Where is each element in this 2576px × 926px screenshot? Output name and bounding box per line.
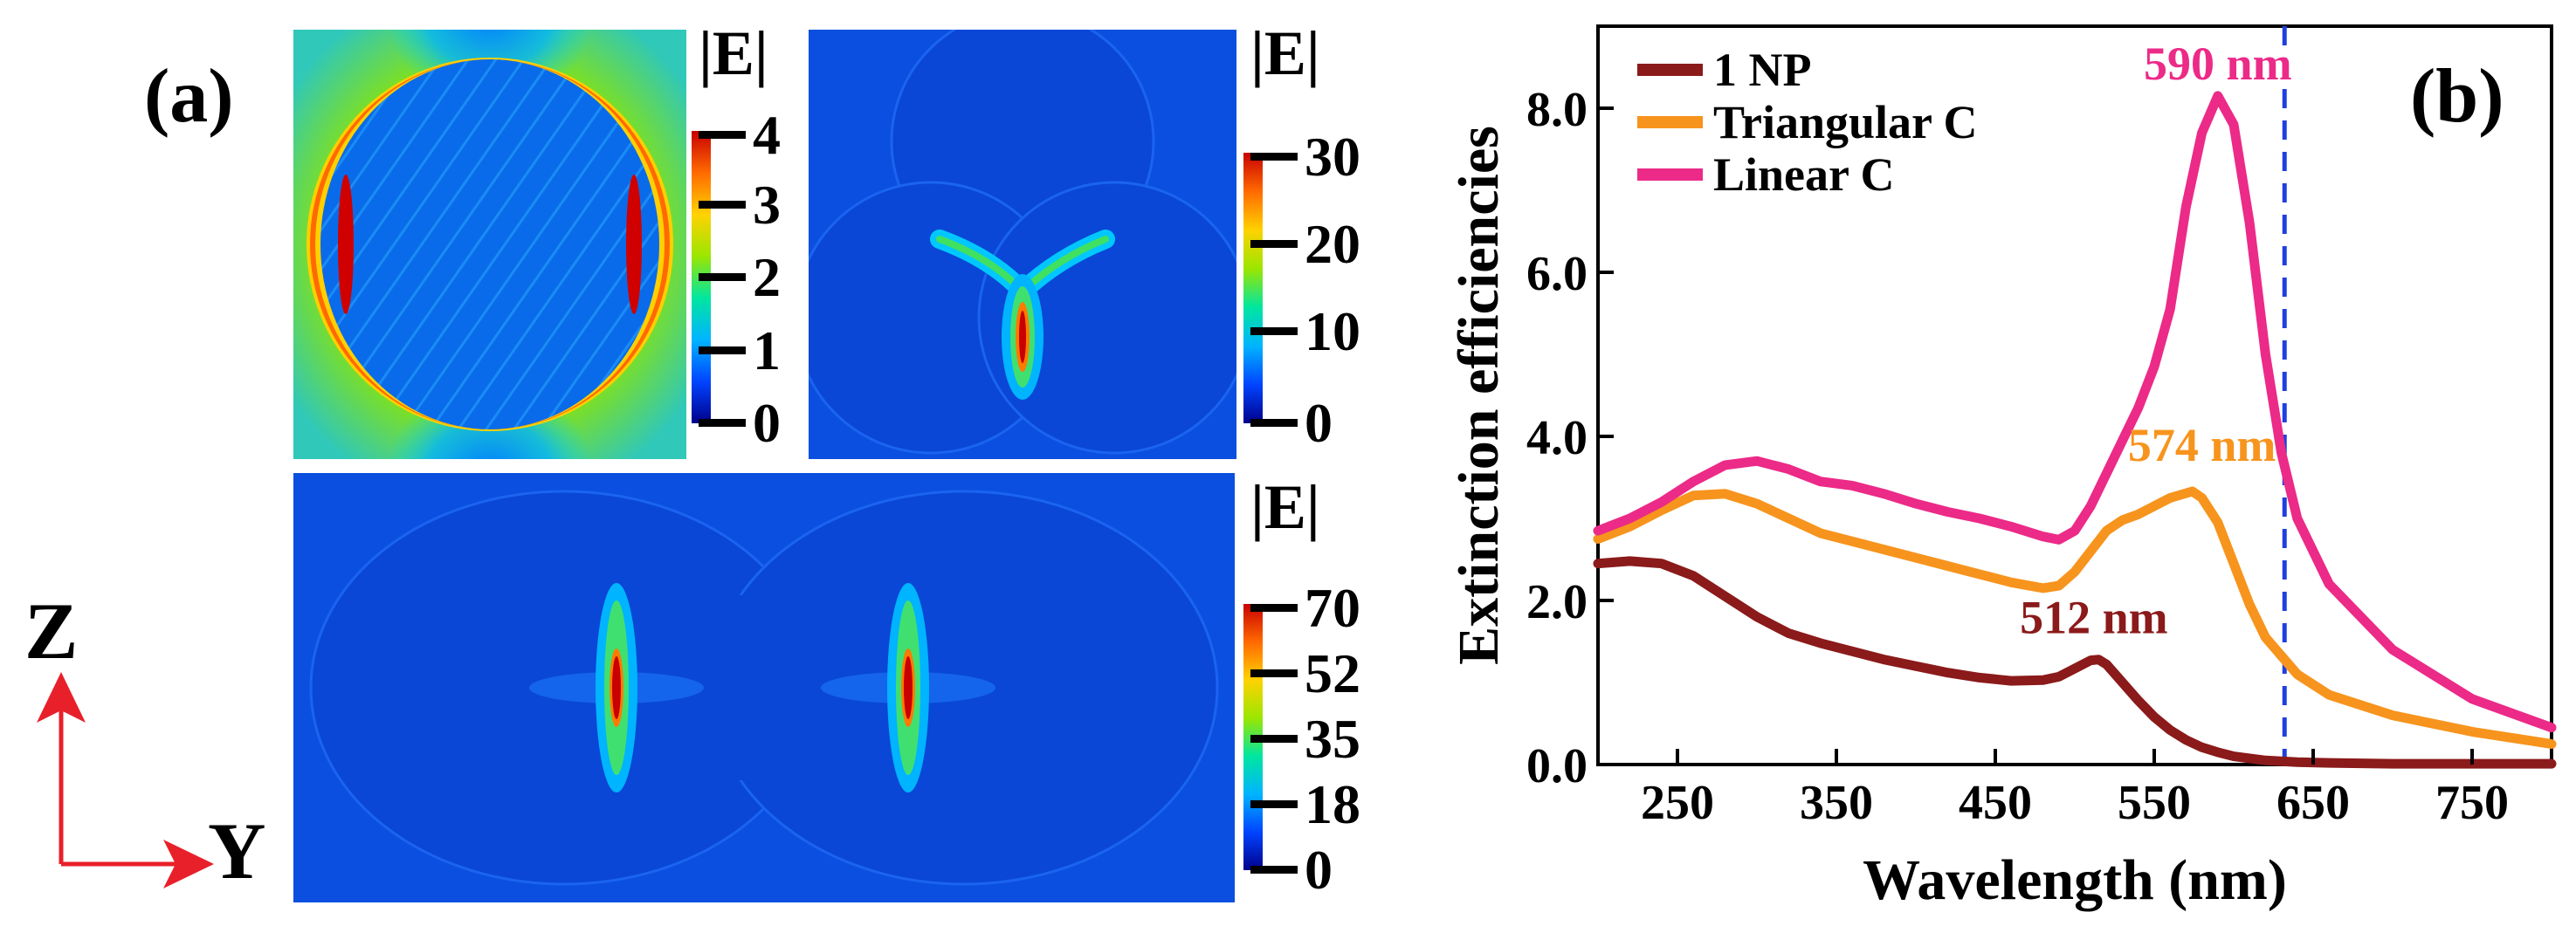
extinction-chart: 250 350 450 550 650 750 0.0 2.0 4.0 6.0 8.0 Wavele…: [1447, 24, 2557, 912]
y-tick-label: 0.0: [1526, 739, 1588, 793]
x-tick-label: 350: [1800, 776, 1873, 830]
colorbar-2: [1243, 153, 1263, 423]
colorbar-3-tick-52: 52: [1305, 642, 1360, 704]
colorbar-1-tick-1: 1: [753, 319, 781, 381]
z-axis-label: Z: [24, 586, 79, 676]
hotspot-right: [821, 583, 995, 792]
field-map-linear-cluster: [293, 473, 1235, 902]
plot-frame: [1596, 24, 2553, 766]
y-tick-label: 6.0: [1526, 247, 1588, 301]
colorbar-3-tick-35: 35: [1305, 708, 1360, 770]
x-axis-title: Wavelength (nm): [1863, 848, 2287, 912]
peak-annotation-2: 512 nm: [2020, 592, 2168, 644]
colorbar-title-2: |E|: [1250, 18, 1320, 88]
x-tick-label: 450: [1959, 776, 2032, 830]
x-tick-label: 550: [2118, 776, 2191, 830]
colorbar-3-tick-0: 0: [1305, 839, 1333, 901]
legend-label-2: Linear C: [1713, 148, 1895, 201]
colorbar-2-tick-30: 30: [1305, 126, 1360, 188]
colorbar-2-tick-0: 0: [1305, 392, 1333, 454]
legend-label-0: 1 NP: [1713, 44, 1811, 96]
y-axis-title: Extinction efficiencies: [1447, 126, 1511, 665]
y-tick-label: 8.0: [1526, 83, 1588, 137]
colorbar-1-tick-3: 3: [753, 174, 781, 236]
hotspot-left: [529, 583, 704, 792]
y-tick-label: 4.0: [1526, 411, 1588, 465]
colorbar-title-3: |E|: [1250, 472, 1320, 542]
x-tick-label: 250: [1641, 776, 1714, 830]
colorbar-2-tick-10: 10: [1305, 300, 1360, 362]
x-tick-label: 650: [2276, 776, 2350, 830]
x-tick-label: 750: [2435, 776, 2509, 830]
y-axis-label: Y: [208, 806, 266, 895]
series-line-2: [1593, 91, 2557, 733]
y-tick-label: 2.0: [1526, 575, 1588, 629]
colorbar-1-tick-4: 4: [753, 104, 781, 166]
colorbar-title-1: |E|: [699, 18, 768, 88]
panel-a-label: (a): [144, 54, 234, 139]
field-map-single-np: [293, 0, 686, 573]
colorbar-3-tick-18: 18: [1305, 773, 1360, 835]
field-map-triangular-cluster: [794, 9, 1251, 459]
peak-annotation-1: 574 nm: [2128, 419, 2276, 471]
coordinate-axes: [17, 602, 279, 899]
colorbar-3-tick-70: 70: [1305, 577, 1360, 639]
series-line-1: [1593, 486, 2557, 749]
colorbar-1-tick-0: 0: [753, 392, 781, 454]
series-line-0: [1593, 556, 2557, 769]
colorbar-2-tick-20: 20: [1305, 213, 1360, 275]
colorbar-1-tick-2: 2: [753, 246, 781, 308]
panel-b-label: (b): [2410, 54, 2504, 139]
legend-label-1: Triangular C: [1713, 96, 1978, 148]
peak-annotation-0: 590 nm: [2144, 38, 2292, 90]
